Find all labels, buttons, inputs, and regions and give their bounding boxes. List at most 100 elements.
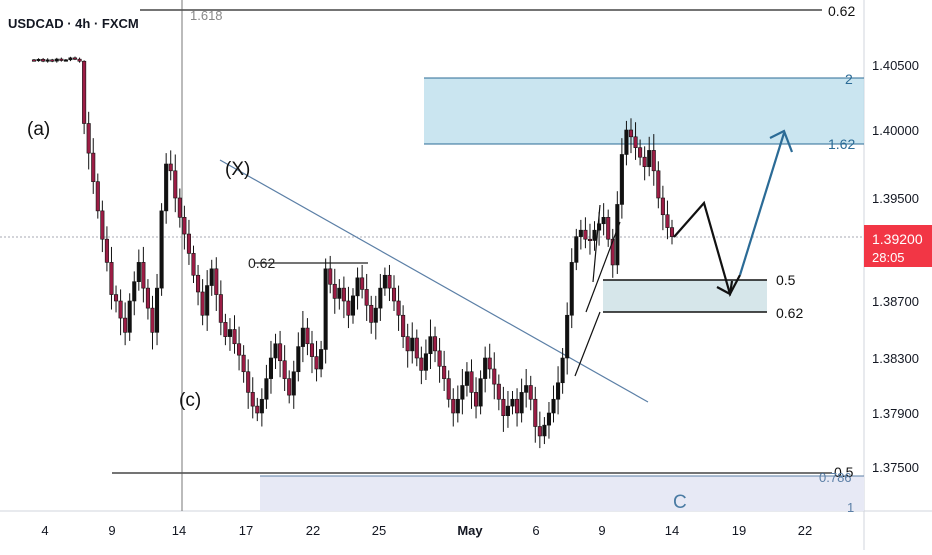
candle-body — [95, 181, 100, 212]
fib-062-mid-label: 0.62 — [248, 255, 275, 271]
wedge-upper-line[interactable] — [592, 204, 601, 283]
candle-body — [405, 336, 410, 352]
candle-body — [519, 392, 524, 414]
fib-162-label: 1.62 — [828, 136, 855, 152]
candle-body — [501, 398, 506, 417]
price-scale[interactable]: 1.40500 1.40000 1.39500 1.38700 1.38300 1.379… — [872, 58, 919, 475]
candle-body — [556, 382, 561, 400]
price-tick-label: 1.40000 — [872, 123, 919, 138]
candle-body — [168, 163, 173, 172]
candle-body — [373, 307, 378, 323]
candle-body — [355, 277, 360, 297]
candle-body — [369, 304, 374, 323]
candle-body — [587, 238, 593, 241]
fib-05-bottom-label: 0.5 — [834, 464, 854, 480]
candle-body — [464, 371, 469, 386]
candle-body — [565, 314, 570, 359]
price-tick-label: 1.38700 — [872, 294, 919, 309]
time-tick-label: 22 — [306, 523, 320, 538]
candle-body — [474, 392, 479, 407]
fib-2-label: 2 — [845, 71, 853, 87]
candle-body — [528, 385, 533, 400]
candle-body — [309, 343, 315, 357]
fib-062-label: 0.62 — [776, 305, 803, 321]
wave-label-a: (a) — [27, 119, 50, 140]
candle-body — [191, 253, 196, 276]
candle-body — [537, 426, 542, 437]
projected-wave-path[interactable] — [673, 200, 741, 297]
time-tick-label: 14 — [665, 523, 679, 538]
candle-body — [669, 227, 675, 237]
candle-body — [278, 343, 283, 362]
candle-body — [651, 150, 656, 172]
candle-body — [633, 136, 638, 148]
wave-arrowhead — [716, 280, 734, 296]
candle-body — [63, 59, 68, 62]
candle-body — [510, 398, 515, 407]
candle-body — [237, 343, 242, 356]
candle-body — [583, 229, 588, 240]
candle-body — [218, 294, 223, 323]
candle-body — [109, 262, 114, 295]
candle-body — [437, 350, 442, 367]
rally-arrowhead-icon — [769, 129, 794, 153]
candle-body — [173, 170, 178, 199]
price-tick-label: 1.37500 — [872, 460, 919, 475]
fib-extension-zone[interactable] — [424, 78, 864, 144]
retracement-target-zone[interactable] — [603, 280, 767, 312]
candle-body — [524, 385, 529, 393]
projected-rally-line[interactable] — [738, 132, 786, 276]
candle-body — [136, 262, 141, 282]
candle-body — [360, 277, 365, 290]
candle-body — [296, 346, 301, 373]
candle-body — [387, 274, 392, 289]
candle-body — [287, 378, 292, 396]
candle-body — [200, 291, 205, 316]
candle-body — [282, 360, 287, 379]
candle-body — [592, 229, 597, 241]
candle-body — [578, 229, 583, 237]
candle-body — [227, 329, 232, 337]
candle-body — [182, 217, 187, 235]
descending-trendline[interactable] — [219, 159, 649, 403]
time-tick-label: 17 — [239, 523, 253, 538]
wedge-base-line[interactable] — [574, 311, 601, 377]
candle-body — [232, 329, 237, 345]
candle-body — [250, 392, 255, 407]
lower-target-zone[interactable] — [260, 476, 864, 511]
candle-body — [601, 217, 606, 225]
time-tick-label: 6 — [532, 523, 539, 538]
candle-body — [118, 300, 123, 319]
candle-body — [209, 268, 214, 286]
candle-body — [41, 58, 46, 62]
candle-body — [391, 287, 397, 302]
price-tick-label: 1.37900 — [872, 406, 919, 421]
time-scale[interactable]: 4 9 14 17 22 25 May 6 9 14 19 22 — [41, 523, 812, 538]
wedge-lower-line[interactable] — [585, 221, 621, 313]
candle-body — [145, 287, 150, 309]
candle-body — [460, 385, 465, 400]
candle-body — [246, 371, 251, 393]
symbol-title[interactable]: USDCAD · 4h · FXCM — [8, 16, 139, 31]
candle-body — [574, 236, 579, 263]
candle-body — [337, 287, 342, 299]
candle-body — [647, 150, 652, 168]
price-tick-label: 1.40500 — [872, 58, 919, 73]
candle-body — [610, 238, 615, 266]
wave-label-c-upper: C — [673, 492, 687, 513]
candle-body — [328, 268, 333, 285]
candle-body — [82, 60, 87, 124]
price-tick-label: 1.39500 — [872, 191, 919, 206]
candle-body — [332, 283, 337, 299]
candle-body — [396, 300, 401, 316]
candles-group — [31, 56, 675, 449]
fib-1618-label: 1.618 — [190, 8, 223, 23]
candle-body — [268, 357, 274, 379]
candle-body — [455, 398, 460, 414]
candle-body — [255, 405, 260, 414]
candle-body — [628, 129, 634, 138]
time-tick-label: 4 — [41, 523, 48, 538]
candle-body — [91, 152, 96, 182]
